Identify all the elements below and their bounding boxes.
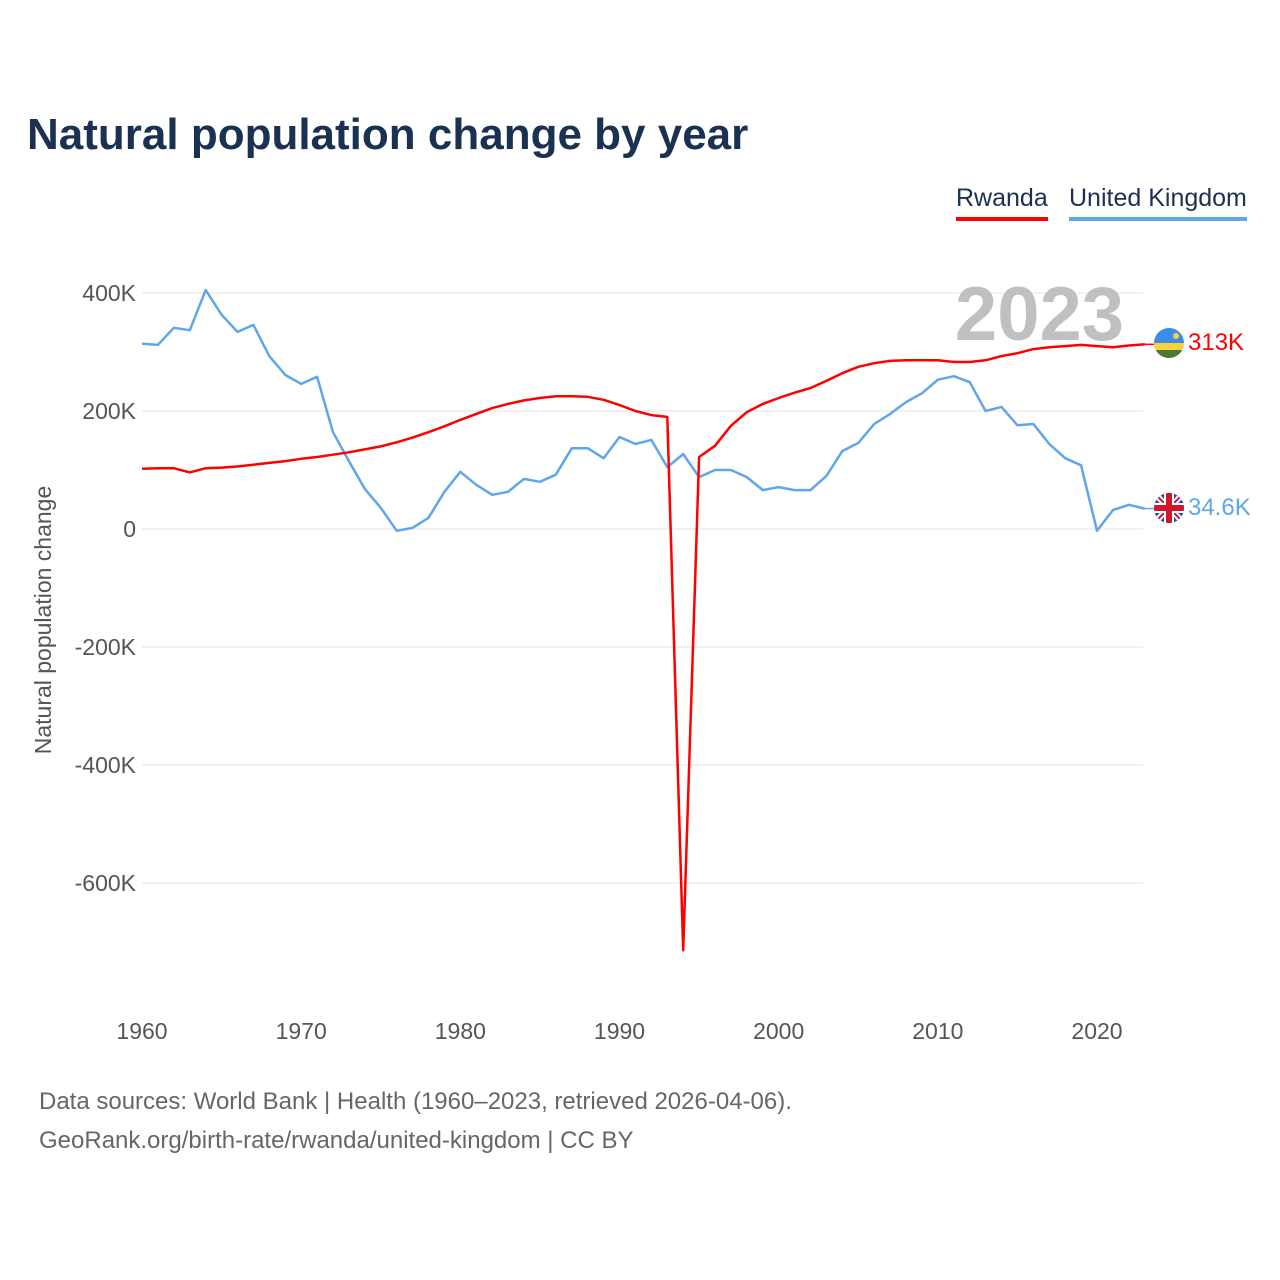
uk-flag-icon bbox=[1154, 493, 1184, 523]
rwanda-flag-icon bbox=[1154, 328, 1184, 358]
y-axis-label: Natural population change bbox=[30, 486, 56, 755]
y-tick-label: 0 bbox=[123, 516, 136, 542]
y-tick-label: -200K bbox=[75, 634, 137, 660]
x-tick-label: 2020 bbox=[1071, 1018, 1122, 1044]
y-tick-label: -400K bbox=[75, 752, 137, 778]
x-tick-label: 2010 bbox=[912, 1018, 963, 1044]
rwanda-end-label: 313K bbox=[1188, 329, 1244, 356]
legend-item-united-kingdom[interactable]: United Kingdom bbox=[1069, 184, 1247, 221]
year-watermark: 2023 bbox=[955, 272, 1124, 357]
x-tick-label: 2000 bbox=[753, 1018, 804, 1044]
y-tick-label: 200K bbox=[82, 398, 136, 424]
y-tick-label: 400K bbox=[82, 280, 136, 306]
x-tick-label: 1980 bbox=[435, 1018, 486, 1044]
series-line-rwanda[interactable] bbox=[141, 343, 1145, 952]
x-tick-label: 1960 bbox=[116, 1018, 167, 1044]
footer-source: Data sources: World Bank | Health (1960–… bbox=[39, 1088, 792, 1115]
legend-item-rwanda[interactable]: Rwanda bbox=[956, 184, 1048, 221]
x-tick-label: 1990 bbox=[594, 1018, 645, 1044]
y-tick-label: -600K bbox=[75, 870, 137, 896]
chart-title: Natural population change by year bbox=[27, 110, 749, 159]
uk-end-label: 34.6K bbox=[1188, 494, 1251, 521]
series-line-united-kingdom[interactable] bbox=[141, 288, 1146, 533]
footer-link[interactable]: GeoRank.org/birth-rate/rwanda/united-kin… bbox=[39, 1127, 634, 1154]
x-tick-label: 1970 bbox=[276, 1018, 327, 1044]
